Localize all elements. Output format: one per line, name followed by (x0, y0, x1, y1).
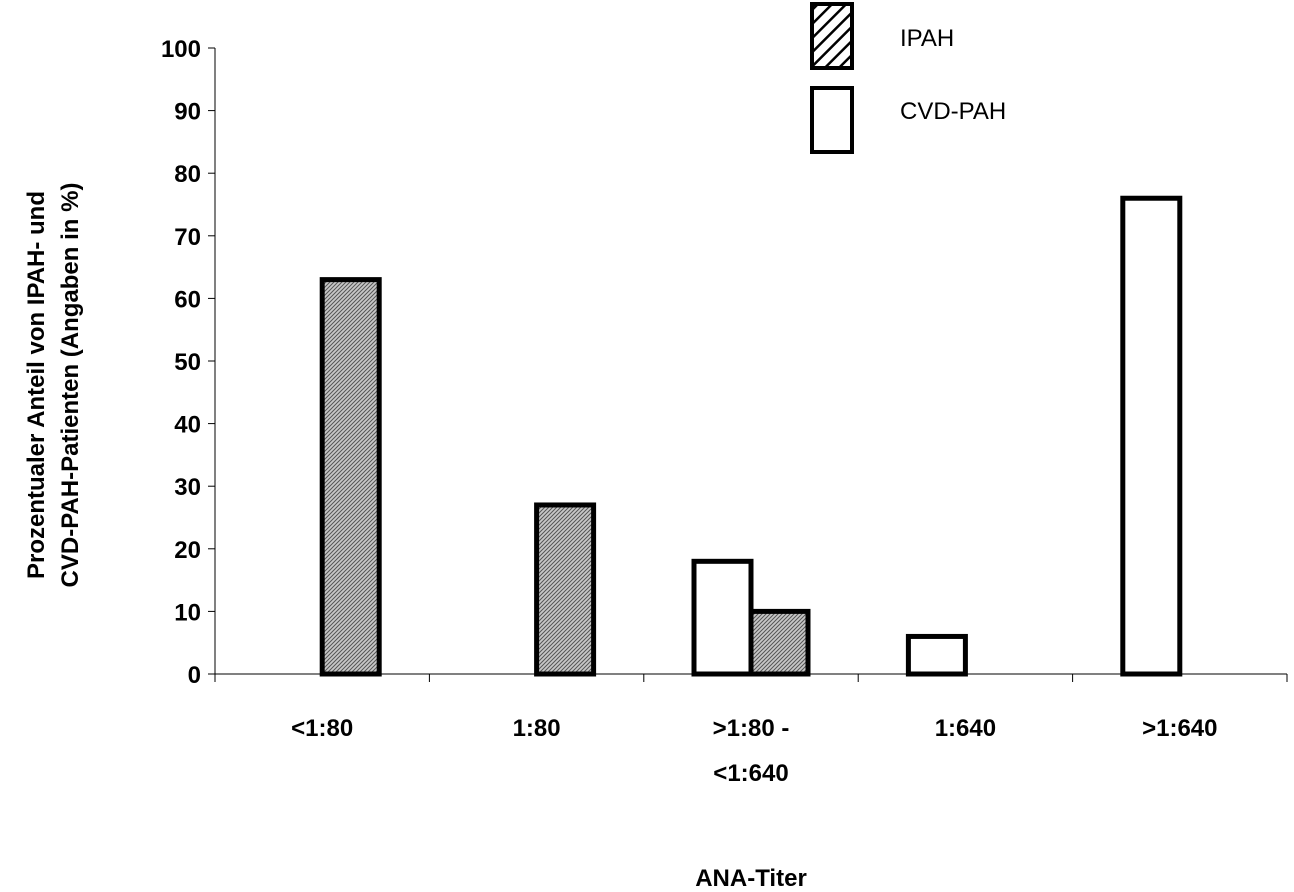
axes: 0 10 20 30 40 50 60 70 80 90 100 (161, 36, 1288, 689)
y-tick-label: 10 (174, 599, 201, 626)
y-axis-title-line-1: Prozentualer Anteil von IPAH- und (23, 191, 50, 579)
bar-ipah (534, 502, 597, 677)
bar-cvd-pah (1120, 195, 1183, 677)
y-tick-label: 30 (174, 474, 201, 501)
y-axis-title-line-2: CVD-PAH-Patienten (Angaben in %) (57, 183, 84, 588)
legend-swatch-cvd-pah (810, 86, 854, 154)
y-tick-label: 70 (174, 224, 201, 251)
y-tick-label: 50 (174, 349, 201, 376)
x-axis-title: ANA-Titer (695, 865, 807, 892)
x-tick-label: 1:640 (935, 715, 996, 742)
bar-cvd-pah (905, 633, 968, 677)
y-tick-label: 40 (174, 412, 201, 439)
legend-label-cvd-pah: CVD-PAH (900, 98, 1006, 125)
y-tick-label: 20 (174, 537, 201, 564)
x-tick-label: >1:640 (1142, 715, 1217, 742)
y-tick-label: 60 (174, 286, 201, 313)
y-tick-label: 80 (174, 161, 201, 188)
x-tick-label: 1:80 (513, 715, 561, 742)
bar-ipah (748, 608, 811, 677)
x-tick-label: <1:80 (291, 715, 353, 742)
y-tick-label: 100 (161, 36, 201, 63)
y-tick-label: 0 (188, 662, 201, 689)
bar-ipah (319, 277, 382, 677)
legend-swatch-ipah (810, 2, 854, 70)
y-axis-title: Prozentualer Anteil von IPAH- und CVD-PA… (23, 183, 84, 588)
legend: IPAH CVD-PAH (810, 2, 1006, 154)
legend-label-ipah: IPAH (900, 25, 954, 52)
bar-cvd-pah (691, 558, 754, 677)
y-tick-label: 90 (174, 99, 201, 126)
bars-group (319, 195, 1183, 677)
category-labels: <1:80 1:80 >1:80 - <1:640 1:640 >1:640 (291, 715, 1217, 787)
x-tick-label: <1:640 (713, 760, 788, 787)
x-tick-label: >1:80 - (713, 715, 790, 742)
